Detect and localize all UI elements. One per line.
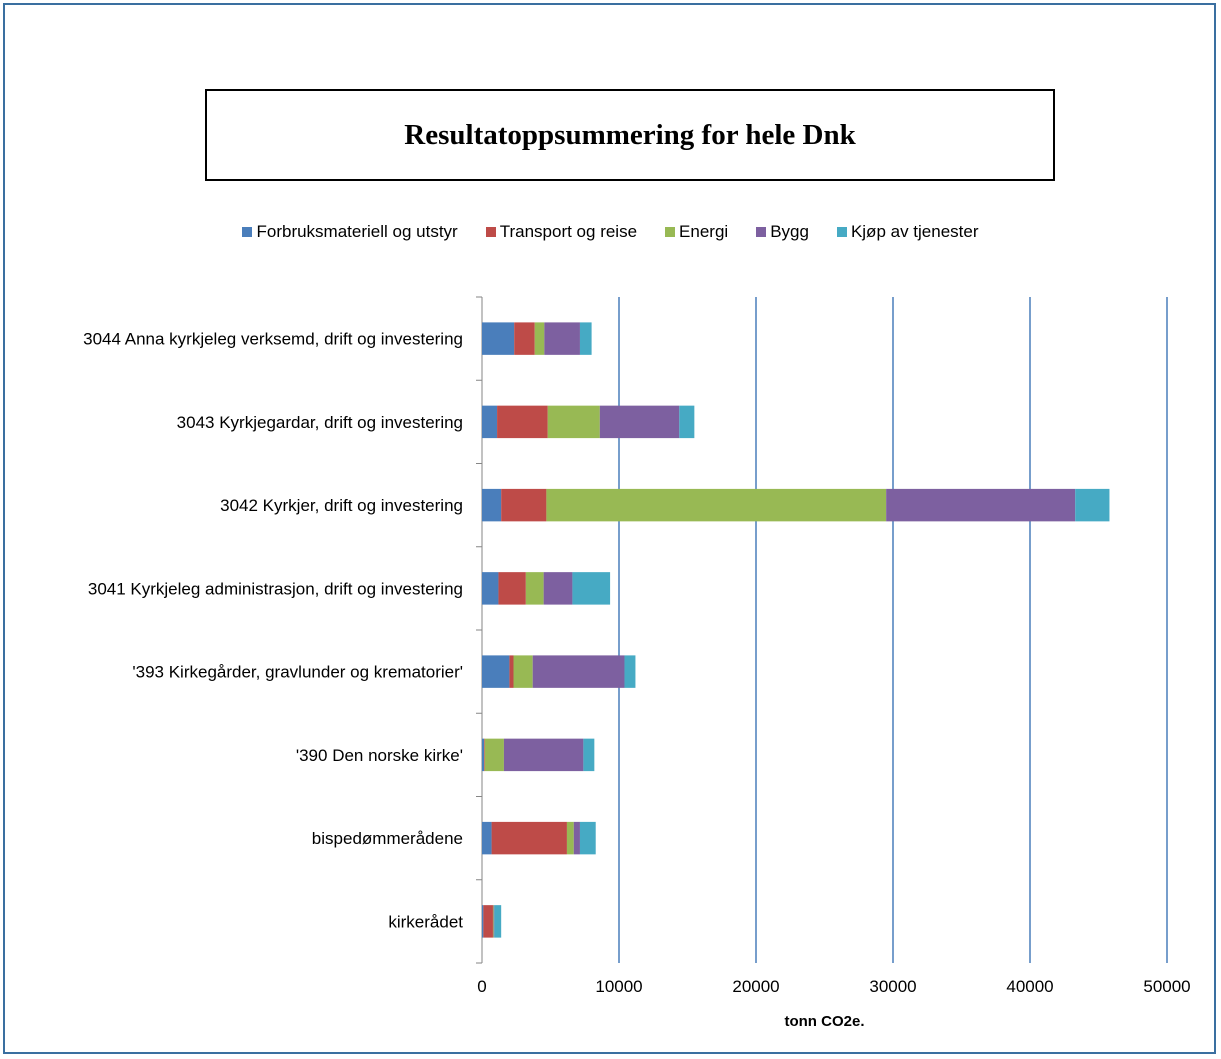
x-tick-label: 40000 [1006, 977, 1053, 996]
bar-segment [679, 405, 695, 439]
bar-segment [482, 821, 492, 855]
legend-swatch [836, 227, 847, 237]
bar-segment [583, 738, 595, 772]
bar-segment [572, 572, 611, 605]
bar-segment [483, 905, 493, 938]
bar-segment [482, 655, 510, 688]
bar-segment [492, 905, 494, 938]
bar-segment [544, 322, 580, 355]
bar-segment [534, 322, 545, 355]
bar-segment [514, 322, 535, 355]
legend-label: Forbruksmateriell og utstyr [256, 222, 458, 241]
legend-swatch [756, 227, 767, 237]
bar-segment [509, 655, 514, 688]
x-tick-label: 10000 [595, 977, 642, 996]
legend-item: Bygg [756, 222, 809, 242]
bar-segment [546, 488, 887, 522]
category-label: 3043 Kyrkjegardar, drift og investering [177, 413, 463, 432]
x-axis-title: tonn CO2e. [784, 1013, 864, 1030]
category-label: bispedømmerådene [312, 829, 463, 848]
bar-segment [599, 405, 680, 439]
bar-segment [484, 738, 485, 772]
category-label: 3042 Kyrkjer, drift og investering [220, 496, 463, 515]
bar-segment [498, 572, 526, 605]
legend-item: Forbruksmateriell og utstyr [242, 222, 458, 242]
bar-segment [532, 655, 625, 688]
category-label: 3041 Kyrkjeleg administrasjon, drift og … [88, 579, 463, 598]
bar-segment [484, 738, 504, 772]
legend-item: Transport og reise [485, 222, 638, 242]
legend-item: Kjøp av tjenester [836, 222, 979, 242]
x-tick-label: 30000 [869, 977, 916, 996]
bar-segment [501, 488, 547, 522]
bar-segment [503, 738, 584, 772]
bar-segment [497, 405, 548, 439]
bar-segment [579, 322, 592, 355]
legend-swatch [665, 227, 676, 237]
legend-label: Transport og reise [499, 222, 638, 241]
bar-segment [566, 821, 574, 855]
x-tick-label: 20000 [732, 977, 779, 996]
bar-segment [482, 488, 502, 522]
bar-segment [525, 572, 544, 605]
category-label: kirkerådet [388, 912, 463, 931]
category-label: '390 Den norske kirke' [296, 746, 463, 765]
legend-label: Kjøp av tjenester [850, 222, 979, 241]
legend-swatch [485, 227, 496, 237]
x-tick-label: 0 [477, 977, 486, 996]
category-label: '393 Kirkegårder, gravlunder og kremator… [132, 663, 463, 682]
bar-segment [482, 572, 499, 605]
bar-segment [494, 905, 502, 938]
bar-segment [482, 905, 484, 938]
chart-legend: Forbruksmateriell og utstyr Transport og … [0, 222, 1221, 242]
legend-swatch [242, 227, 253, 237]
legend-item: Energi [665, 222, 728, 242]
chart-title-box: Resultatoppsummering for hele Dnk [205, 89, 1055, 181]
legend-label: Bygg [770, 222, 809, 241]
bar-segment [624, 655, 636, 688]
bar-segment [491, 821, 567, 855]
chart-title: Resultatoppsummering for hele Dnk [404, 118, 856, 151]
category-label: 3044 Anna kyrkjeleg verksemd, drift og i… [83, 330, 463, 349]
bar-segment [573, 821, 580, 855]
x-tick-label: 50000 [1143, 977, 1190, 996]
bar-segment [482, 322, 515, 355]
bar-segment [543, 572, 573, 605]
bar-segment [482, 405, 498, 439]
bar-segment [513, 655, 533, 688]
legend-label: Energi [679, 222, 729, 241]
bar-segment [493, 905, 495, 938]
bar-segment [547, 405, 600, 439]
bar-segment [886, 488, 1076, 522]
bar-segment [579, 821, 596, 855]
bar-segment [482, 738, 485, 772]
bar-segment [1075, 488, 1110, 522]
